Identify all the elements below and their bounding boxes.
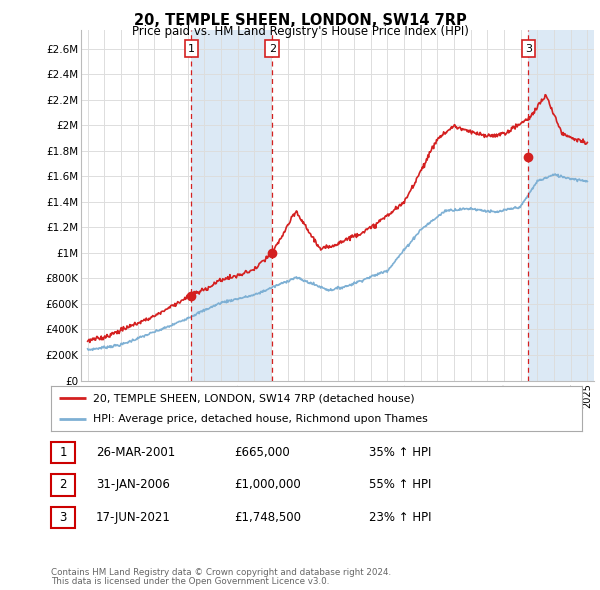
Text: 55% ↑ HPI: 55% ↑ HPI [369,478,431,491]
Text: 20, TEMPLE SHEEN, LONDON, SW14 7RP (detached house): 20, TEMPLE SHEEN, LONDON, SW14 7RP (deta… [94,394,415,404]
Text: 3: 3 [525,44,532,54]
Text: £665,000: £665,000 [234,446,290,459]
Text: 2: 2 [59,478,67,491]
Text: HPI: Average price, detached house, Richmond upon Thames: HPI: Average price, detached house, Rich… [94,414,428,424]
Text: Price paid vs. HM Land Registry's House Price Index (HPI): Price paid vs. HM Land Registry's House … [131,25,469,38]
Text: 2: 2 [269,44,276,54]
Text: 3: 3 [59,511,67,524]
Text: 1: 1 [59,446,67,459]
Bar [529,30,594,381]
Text: 23% ↑ HPI: 23% ↑ HPI [369,511,431,524]
Text: 35% ↑ HPI: 35% ↑ HPI [369,446,431,459]
Text: £1,000,000: £1,000,000 [234,478,301,491]
Text: Contains HM Land Registry data © Crown copyright and database right 2024.: Contains HM Land Registry data © Crown c… [51,568,391,577]
Text: 17-JUN-2021: 17-JUN-2021 [96,511,171,524]
Text: This data is licensed under the Open Government Licence v3.0.: This data is licensed under the Open Gov… [51,578,329,586]
Text: 20, TEMPLE SHEEN, LONDON, SW14 7RP: 20, TEMPLE SHEEN, LONDON, SW14 7RP [134,13,466,28]
Bar [191,30,272,381]
Text: 31-JAN-2006: 31-JAN-2006 [96,478,170,491]
Text: 1: 1 [188,44,195,54]
Text: £1,748,500: £1,748,500 [234,511,301,524]
Text: 26-MAR-2001: 26-MAR-2001 [96,446,175,459]
